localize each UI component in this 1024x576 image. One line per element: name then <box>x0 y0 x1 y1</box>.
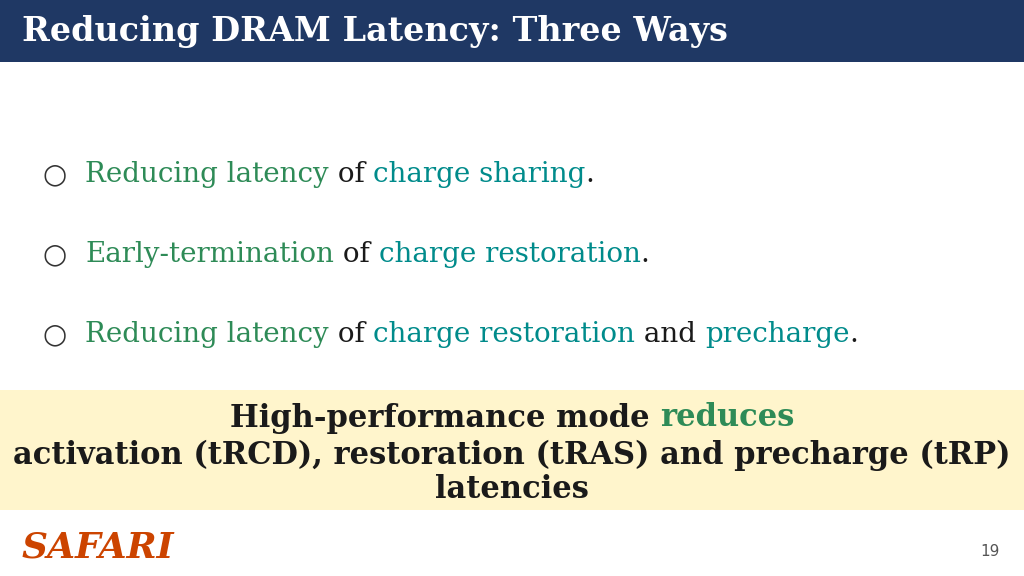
Text: .: . <box>850 321 858 348</box>
Text: of: of <box>334 241 379 268</box>
Text: Reducing latency: Reducing latency <box>85 321 329 348</box>
Text: Early-termination: Early-termination <box>85 241 334 268</box>
Text: of: of <box>329 161 374 188</box>
Text: ○: ○ <box>43 321 68 348</box>
Text: charge restoration: charge restoration <box>379 241 640 268</box>
Text: ○: ○ <box>43 241 68 268</box>
Text: reduces: reduces <box>659 403 795 434</box>
Text: of: of <box>329 321 374 348</box>
Bar <box>0 0 1024 62</box>
Text: Reducing DRAM Latency: Three Ways: Reducing DRAM Latency: Three Ways <box>22 14 728 47</box>
Text: SAFARI: SAFARI <box>22 531 174 565</box>
Text: .: . <box>640 241 649 268</box>
Text: Reducing latency: Reducing latency <box>85 161 329 188</box>
Text: .: . <box>586 161 595 188</box>
Bar <box>0 390 1024 510</box>
Text: 19: 19 <box>981 544 1000 559</box>
Text: ○: ○ <box>43 161 68 188</box>
Text: and: and <box>635 321 706 348</box>
Text: precharge: precharge <box>706 321 850 348</box>
Text: charge restoration: charge restoration <box>374 321 635 348</box>
Text: charge sharing: charge sharing <box>374 161 586 188</box>
Text: latencies: latencies <box>435 475 589 506</box>
Text: activation (tRCD), restoration (tRAS) and precharge (tRP): activation (tRCD), restoration (tRAS) an… <box>13 439 1011 471</box>
Text: High-performance mode: High-performance mode <box>229 403 659 434</box>
